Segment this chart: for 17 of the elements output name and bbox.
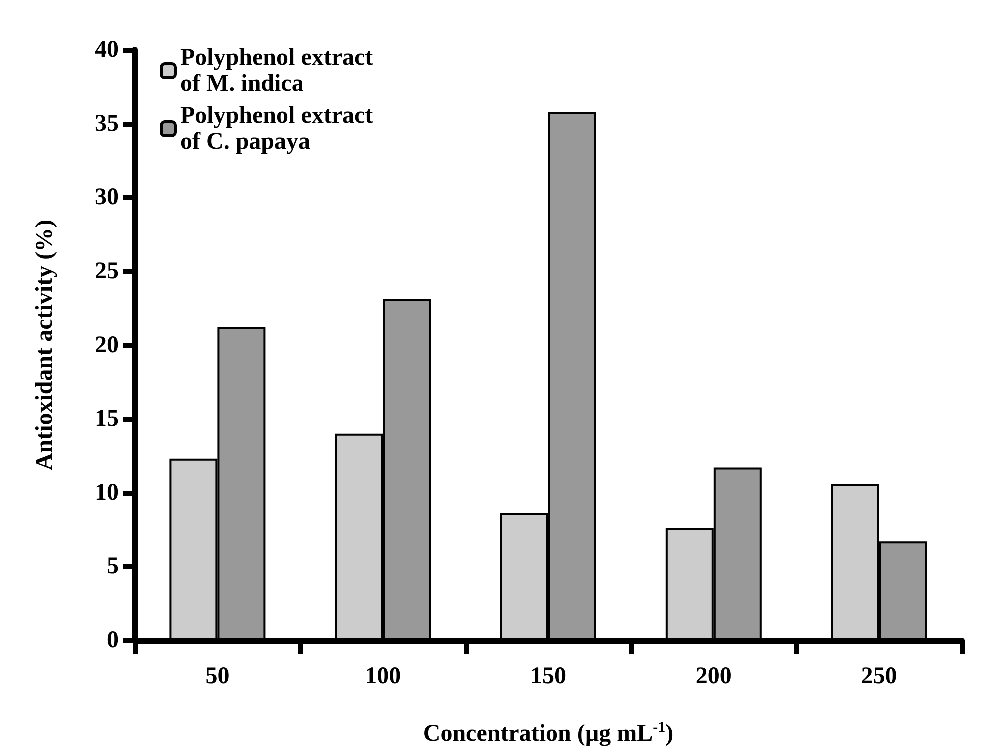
y-tick-label: 0 <box>107 628 119 654</box>
x-tick-label: 50 <box>206 664 230 690</box>
x-tick-label: 100 <box>365 664 402 690</box>
y-tick-label: 35 <box>95 110 119 137</box>
legend-label: Polyphenol extract of M. indica <box>180 45 380 97</box>
legend-label: Polyphenol extract of C. papaya <box>180 103 380 155</box>
y-tick-label: 15 <box>95 406 119 432</box>
y-tick-label: 40 <box>95 37 119 63</box>
y-tick-label: 30 <box>95 184 119 211</box>
y-tick-label: 10 <box>95 480 119 506</box>
y-tick-label: 5 <box>107 554 119 580</box>
y-axis-title: Antioxidant activity (%) <box>32 220 58 471</box>
y-tick-label: 20 <box>95 332 119 358</box>
x-tick-label: 250 <box>861 664 898 690</box>
x-tick-label: 150 <box>530 664 566 690</box>
x-tick-label: 200 <box>696 664 732 690</box>
y-tick-label: 25 <box>95 258 119 284</box>
